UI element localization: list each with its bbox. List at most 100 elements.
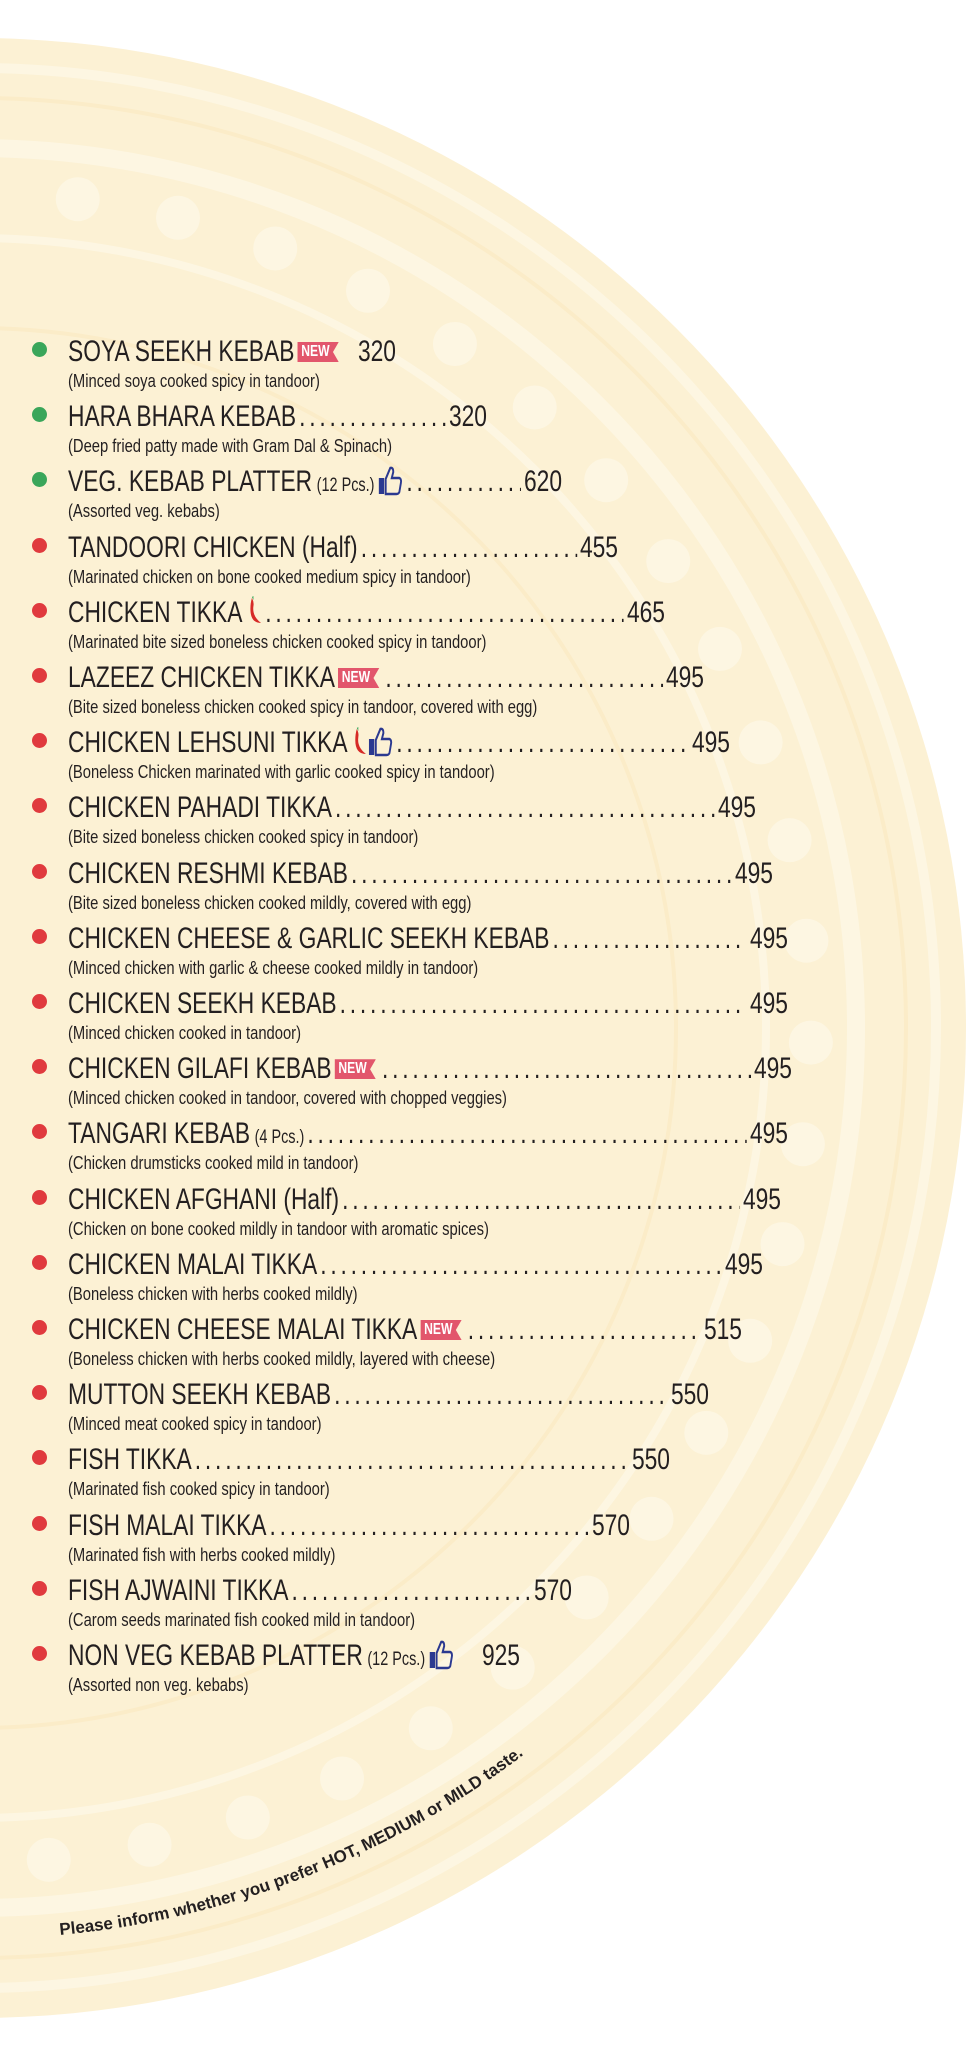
dot-leader: ........................................… (385, 661, 663, 694)
dot-leader: ........................................… (269, 1508, 589, 1542)
decorative-dot (253, 226, 298, 271)
nonveg-bullet-icon (32, 1580, 47, 1596)
dot-leader: ........................................… (307, 1117, 747, 1151)
decorative-dot (646, 539, 691, 584)
decorative-dot (738, 720, 783, 765)
item-description: (Marinated fish with herbs cooked mildly… (68, 1544, 336, 1565)
item-description: (Boneless Chicken marinated with garlic … (68, 762, 495, 783)
dot-leader: ........................................… (265, 595, 624, 629)
decorative-dot (432, 322, 477, 367)
dot-leader: ........................................… (291, 1573, 530, 1607)
chili-icon (245, 595, 262, 634)
dot-leader: ........................................… (334, 1378, 668, 1412)
decorative-dot (728, 1318, 773, 1363)
item-description: (Bite sized boneless chicken cooked mild… (68, 892, 472, 913)
item-price: 570 (533, 1573, 572, 1607)
item-price: 570 (591, 1508, 630, 1542)
new-badge: NEW (420, 1320, 462, 1340)
nonveg-bullet-icon (32, 1385, 47, 1401)
item-price: 495 (734, 856, 773, 890)
item-price: 515 (703, 1313, 742, 1346)
dot-leader: ........................................… (320, 1247, 722, 1281)
decorative-dot (564, 1575, 609, 1620)
veg-bullet-icon (32, 407, 47, 423)
item-description: (Carom seeds marinated fish cooked mild … (68, 1609, 416, 1630)
item-price: 495 (742, 1182, 781, 1216)
dot-leader: ........................................… (351, 856, 732, 890)
item-icons: NEW (337, 668, 382, 688)
item-name: FISH TIKKA (68, 1443, 192, 1477)
item-name: CHICKEN CHEESE & GARLIC SEEKH KEBAB (68, 921, 550, 955)
dot-leader: ........................................… (381, 1052, 751, 1086)
dot-leader: ........................................… (194, 1443, 629, 1477)
nonveg-bullet-icon (32, 994, 47, 1009)
item-description: (Minced soya cooked spicy in tandoor) (68, 371, 320, 391)
decorative-dot (320, 1756, 365, 1801)
item-name: CHICKEN MALAI TIKKA (68, 1247, 318, 1281)
nonveg-bullet-icon (32, 1515, 47, 1531)
item-name: TANGARI KEBAB (68, 1117, 251, 1151)
item-price: 495 (749, 1117, 788, 1151)
nonveg-bullet-icon (32, 668, 47, 683)
item-price: 455 (579, 530, 618, 564)
new-badge: NEW (334, 1059, 376, 1080)
item-name: HARA BHARA KEBAB (68, 400, 297, 434)
decorative-dot (784, 918, 829, 963)
item-description: (Deep fried patty made with Gram Dal & S… (68, 436, 393, 457)
thumbs-up-icon (378, 465, 404, 505)
decorative-dot (780, 1122, 825, 1167)
decorative-dot (55, 177, 100, 222)
dot-leader: ........................................… (299, 400, 446, 434)
item-price: 320 (448, 400, 487, 434)
decorative-dot (584, 458, 629, 503)
nonveg-bullet-icon (32, 602, 47, 618)
item-price: 320 (357, 335, 396, 368)
item-price: 495 (753, 1052, 792, 1086)
item-name: CHICKEN LEHSUNI TIKKA (68, 726, 348, 760)
item-description: (Boneless chicken with herbs cooked mild… (68, 1349, 496, 1369)
item-price: 495 (691, 726, 730, 760)
decorative-dot (684, 1410, 729, 1455)
item-name: LAZEEZ CHICKEN TIKKA (68, 661, 335, 694)
nonveg-bullet-icon (32, 537, 47, 553)
dot-leader: ........................................… (339, 987, 747, 1020)
item-portion: (12 Pcs.) (367, 1649, 426, 1670)
item-description: (Marinated fish cooked spicy in tandoor) (68, 1479, 330, 1500)
item-icons: NEW (420, 1320, 464, 1340)
decorative-dot (26, 1837, 71, 1882)
decorative-dot (697, 626, 742, 671)
nonveg-bullet-icon (32, 1646, 47, 1661)
item-icons (351, 726, 394, 766)
dot-leader: ........................................… (334, 791, 715, 825)
new-badge: NEW (297, 342, 339, 362)
item-name: CHICKEN AFGHANI (Half) (68, 1182, 340, 1216)
dot-leader: ........................................… (396, 726, 689, 760)
nonveg-bullet-icon (32, 798, 47, 814)
thumbs-up-icon (428, 1639, 454, 1679)
decorative-dot (156, 195, 201, 240)
item-name: CHICKEN GILAFI KEBAB (68, 1052, 332, 1086)
dot-leader: ........................................… (552, 921, 747, 955)
decorative-dot (767, 818, 812, 863)
item-description: (Bite sized boneless chicken cooked spic… (68, 697, 538, 717)
item-description: (Bite sized boneless chicken cooked spic… (68, 827, 419, 848)
decorative-dot (127, 1822, 172, 1867)
decorative-dot (490, 1645, 535, 1690)
nonveg-bullet-icon (32, 928, 47, 944)
item-price: 550 (631, 1443, 670, 1477)
item-icons (428, 1639, 454, 1679)
item-price: 495 (749, 921, 788, 955)
item-price: 495 (717, 791, 756, 825)
item-name: FISH MALAI TIKKA (68, 1508, 267, 1542)
item-portion: (12 Pcs.) (316, 475, 375, 497)
item-name: FISH AJWAINI TIKKA (68, 1573, 289, 1607)
dot-leader: ........................................… (406, 465, 521, 499)
decorative-dot (760, 1222, 805, 1267)
item-name: CHICKEN RESHMI KEBAB (68, 856, 349, 890)
nonveg-bullet-icon (32, 1124, 47, 1140)
dot-leader: ........................................… (467, 1313, 701, 1346)
decorative-dot (629, 1496, 674, 1541)
dot-leader: ........................................… (342, 1182, 740, 1216)
item-price: 465 (626, 595, 665, 629)
